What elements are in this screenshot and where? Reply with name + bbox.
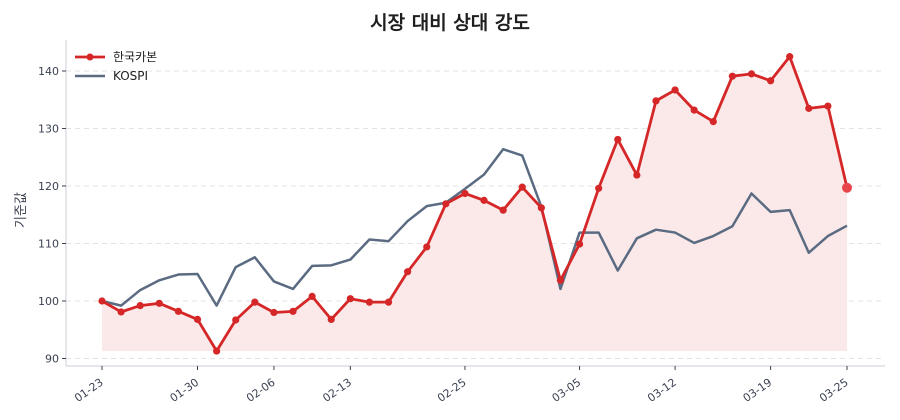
x-tick-label: 03-25 [817, 376, 851, 405]
data-point-marker [805, 104, 813, 112]
data-point-marker [690, 106, 698, 114]
y-tick-label: 110 [38, 238, 59, 251]
data-point-marker [537, 204, 545, 212]
axes [65, 40, 885, 367]
x-tick-label: 02-25 [435, 376, 469, 405]
y-axis-ticks: 90 100 110 120 130 140 [38, 65, 66, 366]
data-point-marker [136, 302, 144, 310]
y-tick-label: 140 [38, 65, 59, 78]
data-point-marker [213, 347, 221, 355]
data-point-marker [289, 307, 297, 315]
x-tick-label: 03-05 [550, 376, 584, 405]
data-point-marker [747, 70, 756, 78]
data-point-marker [384, 298, 393, 306]
data-point-marker [575, 240, 584, 248]
data-point-marker [423, 243, 431, 251]
data-point-marker [480, 196, 488, 204]
data-point-marker [193, 315, 202, 323]
data-point-marker [595, 184, 603, 192]
data-point-marker [327, 315, 335, 323]
y-tick-label: 90 [45, 353, 59, 366]
data-point-marker [270, 308, 278, 317]
data-point-marker [232, 316, 240, 324]
data-point-marker [404, 268, 412, 276]
data-point-marker [346, 295, 354, 303]
data-point-marker [442, 200, 450, 208]
data-point-marker [671, 86, 679, 94]
data-point-marker [518, 183, 526, 191]
data-point-marker [251, 298, 259, 306]
data-point-marker [652, 97, 660, 105]
data-point-marker [365, 298, 374, 306]
legend-marker-icon [86, 53, 94, 61]
x-tick-label: 01-30 [168, 376, 202, 405]
series-line-kospi [101, 147, 848, 307]
series-fill-area [102, 56, 847, 352]
data-point-marker [98, 297, 106, 305]
data-point-marker [556, 276, 565, 284]
y-axis-label: 기준값 [14, 192, 29, 228]
data-point-marker [824, 102, 832, 110]
data-point-marker [174, 307, 183, 315]
data-point-marker [308, 292, 316, 300]
x-axis-ticks: 01-23 01-30 02-06 02-13 02-25 03-05 03-12 03-19… [72, 366, 851, 405]
data-point-marker [117, 308, 125, 316]
data-point-marker [766, 77, 775, 85]
x-tick-label: 01-23 [72, 376, 106, 405]
x-tick-label: 02-06 [244, 376, 278, 405]
series-line-korea-carbon [101, 55, 849, 353]
data-point-marker [842, 182, 852, 193]
data-point-marker [614, 135, 622, 144]
legend: 한국카본 KOSPI [75, 50, 157, 83]
legend-label: KOSPI [113, 69, 148, 83]
legend-label: 한국카본 [113, 50, 157, 64]
data-point-marker [728, 72, 736, 80]
data-point-marker [499, 206, 507, 214]
data-point-marker [461, 189, 469, 198]
grid-lines [66, 70, 885, 359]
y-tick-label: 120 [38, 180, 59, 193]
data-point-marker [786, 53, 794, 61]
y-tick-label: 100 [38, 295, 59, 308]
y-tick-label: 130 [38, 123, 59, 136]
data-point-marker [709, 118, 717, 126]
data-point-marker [155, 299, 163, 307]
series-markers [98, 53, 852, 355]
x-tick-label: 03-19 [741, 376, 775, 405]
chart-title: 시장 대비 상대 강도 [370, 12, 530, 34]
x-tick-label: 03-12 [645, 376, 679, 405]
data-point-marker [633, 171, 641, 179]
legend-item-kospi: KOSPI [75, 69, 148, 83]
legend-item-korea-carbon: 한국카본 [75, 50, 157, 64]
x-tick-label: 02-13 [320, 376, 354, 405]
